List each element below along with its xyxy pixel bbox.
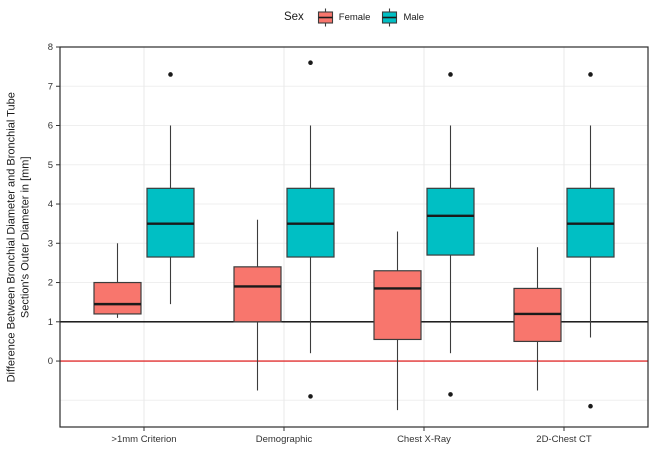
outlier-dot (168, 72, 173, 77)
box-female (93, 281, 142, 315)
legend-keys: Female Male (317, 8, 424, 27)
legend: Sex Female Male (60, 4, 648, 30)
box-female (373, 270, 422, 341)
panel-border (59, 46, 649, 428)
y-axis-title: Difference Between Bronchial Diameter an… (5, 92, 32, 383)
outlier-dot (448, 72, 453, 77)
y-tick-label: 3 (48, 238, 53, 249)
y-tick-label: 2 (48, 278, 53, 289)
legend-item-male: Male (381, 8, 424, 27)
y-tick-label: 7 (48, 81, 53, 92)
x-tick-label: Chest X-Ray (397, 434, 451, 445)
box-male (426, 187, 475, 256)
legend-title: Sex (283, 11, 304, 23)
x-tick-label: 2D-Chest CT (536, 434, 592, 445)
x-tick-label: Demographic (256, 434, 313, 445)
y-tick-label: 0 (48, 356, 53, 367)
y-tick-label: 1 (48, 317, 53, 328)
box-female (233, 266, 282, 323)
y-tick-label: 5 (48, 160, 53, 171)
legend-label: Female (338, 11, 371, 23)
y-tick-label: 8 (48, 42, 53, 53)
y-tick-label: 4 (48, 199, 53, 210)
outlier-dot (308, 60, 313, 66)
y-tick-label: 6 (48, 121, 53, 132)
outlier-dot (308, 394, 313, 399)
outlier-dot (588, 403, 593, 409)
x-tick-label: >1mm Criterion (111, 434, 176, 445)
legend-key-boxplot-glyph (382, 8, 398, 26)
legend-label: Male (403, 11, 425, 23)
outlier-dot (588, 72, 593, 77)
legend-item-female: Female (317, 8, 371, 27)
outlier-dot (448, 392, 453, 397)
legend-key-boxplot-glyph (317, 8, 333, 26)
